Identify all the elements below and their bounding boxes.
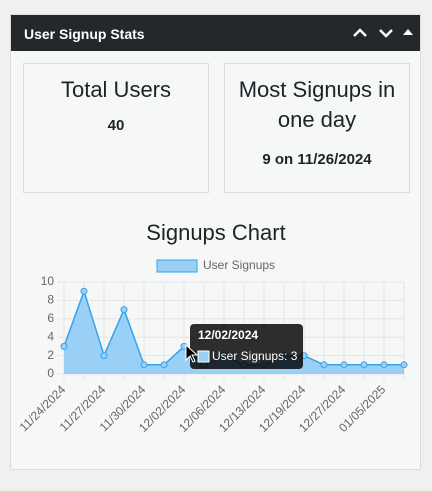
card-label: Most Signups in one day — [238, 77, 396, 132]
y-tick-label: 2 — [47, 348, 54, 362]
y-tick-label: 6 — [47, 311, 54, 325]
toggle[interactable] — [403, 29, 413, 35]
card-label: Total Users — [60, 77, 172, 102]
tooltip: 12/02/2024 User Signups: 3 — [190, 324, 303, 369]
stat-card: Most Signups in one day 9 on 11/26/2024 — [224, 63, 410, 193]
point — [380, 361, 388, 369]
move-up[interactable] — [353, 28, 367, 37]
y-tick-label: 4 — [47, 329, 54, 343]
point — [160, 361, 168, 369]
widget: User Signup Stats Total Users 40 Most Si… — [10, 14, 421, 470]
card-value: 9 on 11/26/2024 — [262, 151, 372, 168]
tooltip-box — [190, 324, 303, 369]
y-tick-label: 8 — [47, 293, 54, 307]
point — [140, 361, 148, 369]
widget-header: User Signup Stats — [11, 15, 420, 51]
point — [80, 287, 88, 295]
legend-label: User Signups — [203, 258, 275, 272]
tooltip-text: User Signups: 3 — [212, 349, 298, 363]
point — [60, 342, 68, 350]
cursor — [185, 343, 199, 363]
card-value: 40 — [107, 117, 125, 134]
point — [320, 361, 328, 369]
point — [400, 361, 408, 369]
legend-swatch — [156, 259, 198, 273]
chart-title: Signups Chart — [146, 220, 285, 245]
point — [100, 352, 108, 360]
header-controls — [353, 28, 413, 38]
stat-card: Total Users 40 — [23, 63, 209, 193]
widget-title: User Signup Stats — [24, 26, 145, 42]
point — [120, 306, 128, 314]
point — [340, 361, 348, 369]
point — [360, 361, 368, 369]
y-tick-label: 0 — [47, 366, 54, 380]
move-down[interactable] — [379, 29, 393, 38]
tooltip-title: 12/02/2024 — [198, 328, 258, 342]
tooltip-swatch — [197, 350, 210, 363]
y-tick-label: 10 — [41, 274, 55, 288]
